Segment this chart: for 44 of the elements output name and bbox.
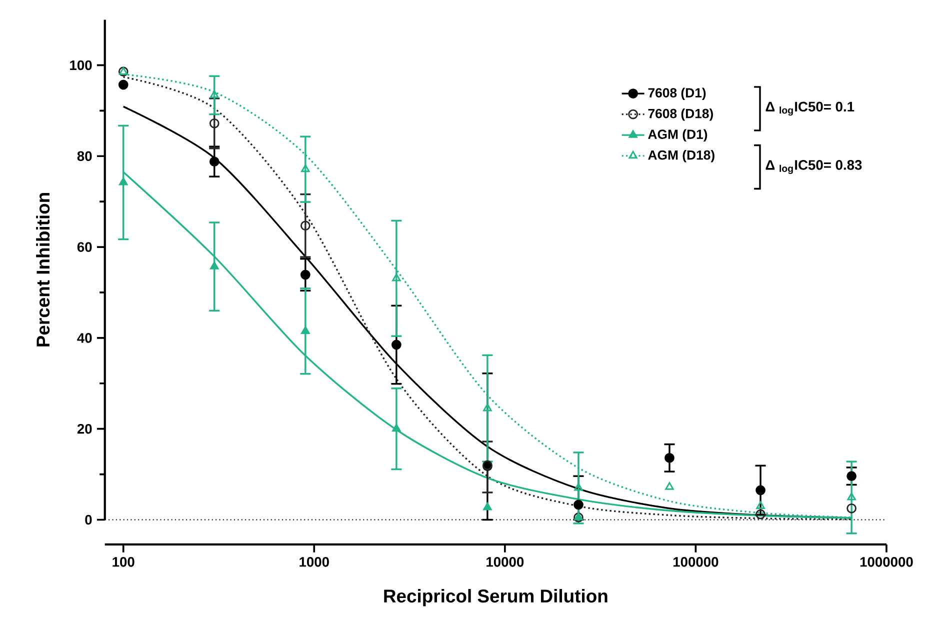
point: [118, 178, 128, 186]
point: [483, 404, 492, 412]
y-tick-label: 60: [77, 242, 92, 252]
point: [210, 262, 219, 270]
point: [301, 326, 310, 334]
y-tick-label: 20: [77, 424, 92, 434]
point: [209, 118, 220, 129]
point: [574, 500, 584, 510]
point: [118, 80, 128, 90]
point: [665, 482, 674, 490]
point: [574, 483, 583, 491]
point: [301, 164, 310, 172]
x-tick-label: 10000: [486, 557, 524, 568]
annotation: Δ $_{log}$IC50= 0.1: [766, 102, 854, 116]
point: [392, 424, 401, 432]
legend-label: 7608 (D1): [648, 88, 706, 100]
legend-label: AGM (D18): [648, 150, 714, 163]
point: [756, 501, 765, 510]
point: [664, 453, 674, 464]
point: [209, 156, 220, 167]
y-tick-label: 0: [85, 515, 92, 525]
point: [300, 220, 310, 231]
x-tick-label: 100: [112, 557, 134, 568]
legend-label: 7608 (D18): [648, 108, 713, 122]
x-tick-label: 1000000: [860, 557, 913, 568]
point: [300, 270, 310, 280]
legend-label: AGM (D1): [648, 129, 708, 142]
y-axis-title: Percent Inhibition: [36, 193, 50, 347]
point: [846, 504, 856, 514]
x-axis-title: Recipricol Serum Dilution: [384, 589, 608, 606]
point: [846, 471, 856, 482]
point: [847, 492, 856, 501]
x-tick-label: 100000: [673, 557, 718, 568]
y-tick-label: 40: [77, 333, 92, 344]
point: [210, 90, 219, 98]
point: [391, 340, 402, 350]
x-tick-label: 1000: [300, 557, 329, 568]
annotation: Δ $_{log}$IC50= 0.83: [766, 160, 862, 174]
point: [483, 502, 492, 511]
y-tick-label: 100: [70, 60, 92, 70]
point: [756, 485, 766, 496]
point: [756, 510, 766, 520]
y-tick-label: 80: [77, 151, 92, 162]
point: [392, 274, 401, 282]
